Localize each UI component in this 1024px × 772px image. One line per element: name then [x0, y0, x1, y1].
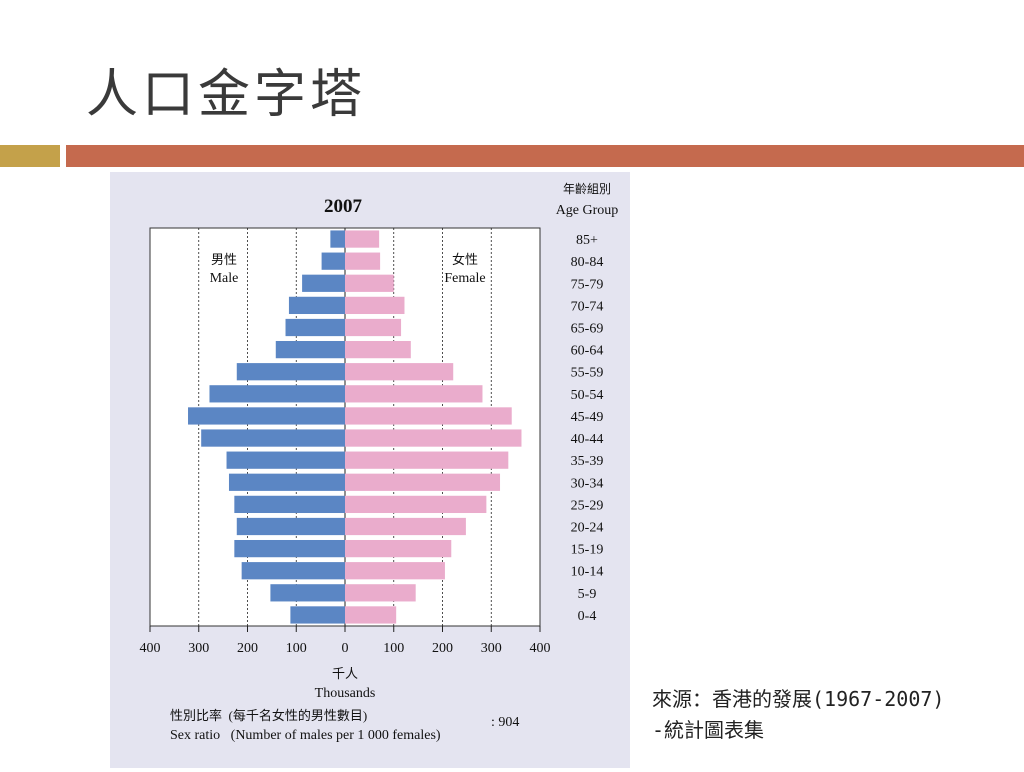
- x-tick-label: 400: [140, 641, 161, 656]
- age-label-10-14: 10-14: [571, 565, 604, 580]
- age-group-label-zh: 年齡組別: [563, 182, 611, 196]
- bars: [188, 230, 522, 624]
- bar-male-65-69: [285, 318, 345, 337]
- bar-female-65-69: [345, 318, 402, 337]
- x-tick-label: 200: [237, 641, 258, 656]
- bar-male-85+: [330, 230, 345, 248]
- chart-panel: 2007 年齡組別 Age Group 85+ 80-84 75-79 70-74 65…: [110, 172, 630, 768]
- bar-male-60-64: [275, 340, 345, 359]
- age-label-80-84: 80-84: [571, 255, 604, 270]
- bar-female-75-79: [345, 274, 394, 292]
- bar-male-25-29: [234, 495, 345, 514]
- bar-female-80-84: [345, 252, 381, 270]
- x-tick-label: 200: [432, 641, 453, 656]
- bar-female-15-19: [345, 539, 452, 558]
- age-label-55-59: 55-59: [571, 366, 604, 381]
- age-label-15-19: 15-19: [571, 543, 604, 558]
- age-label-85+: 85+: [576, 233, 598, 248]
- bar-male-40-44: [201, 429, 345, 447]
- bar-male-50-54: [209, 385, 345, 403]
- age-label-50-54: 50-54: [571, 388, 604, 403]
- bar-male-0-4: [290, 606, 345, 624]
- bar-male-30-34: [228, 473, 345, 491]
- x-tick-label: 300: [481, 641, 502, 656]
- title-accent-bar-left: [0, 145, 60, 167]
- bar-female-25-29: [345, 495, 487, 514]
- x-tick-label: 300: [188, 641, 209, 656]
- bar-female-45-49: [345, 407, 512, 425]
- bar-male-55-59: [236, 363, 345, 381]
- x-axis-label-zh: 千人: [332, 666, 358, 681]
- age-group-label-en: Age Group: [556, 203, 619, 218]
- x-tick-label: 100: [286, 641, 307, 656]
- age-label-0-4: 0-4: [578, 609, 597, 624]
- legend-male-zh: 男性: [211, 252, 237, 267]
- bar-male-75-79: [302, 274, 345, 292]
- bar-female-10-14: [345, 562, 445, 580]
- gridlines: [198, 228, 492, 626]
- age-label-45-49: 45-49: [571, 410, 604, 425]
- x-tick-label: 400: [530, 641, 551, 656]
- sex-ratio-label-zh: 性別比率 (每千名女性的男性數目): [170, 708, 367, 723]
- age-label-40-44: 40-44: [571, 432, 604, 447]
- bar-female-85+: [345, 230, 380, 248]
- age-label-30-34: 30-34: [571, 476, 604, 491]
- bar-female-20-24: [345, 517, 466, 536]
- population-pyramid-chart: 2007 年齡組別 Age Group 85+ 80-84 75-79 70-74 65…: [140, 182, 619, 743]
- age-label-75-79: 75-79: [571, 277, 604, 292]
- bar-male-35-39: [226, 451, 345, 469]
- bar-female-70-74: [345, 296, 405, 315]
- bar-male-5-9: [270, 584, 345, 602]
- bar-female-30-34: [345, 473, 501, 491]
- age-label-65-69: 65-69: [571, 322, 604, 337]
- bar-male-70-74: [288, 296, 345, 315]
- bar-male-45-49: [188, 407, 345, 425]
- title-accent-bar-right: [66, 145, 1024, 167]
- age-label-25-29: 25-29: [571, 498, 604, 513]
- legend-male-en: Male: [210, 271, 239, 286]
- age-label-35-39: 35-39: [571, 454, 604, 469]
- bar-female-50-54: [345, 385, 483, 403]
- bar-female-35-39: [345, 451, 509, 469]
- legend-female-en: Female: [444, 271, 485, 286]
- x-axis-label-en: Thousands: [315, 686, 376, 701]
- bar-male-80-84: [321, 252, 345, 270]
- source-line-2: -統計圖表集: [652, 718, 765, 742]
- age-label-20-24: 20-24: [571, 521, 604, 536]
- legend-female-zh: 女性: [452, 252, 478, 267]
- age-label-5-9: 5-9: [578, 587, 597, 602]
- source-line-1: 來源：香港的發展(1967-2007): [652, 687, 945, 711]
- x-tick-label: 0: [342, 641, 349, 656]
- bar-female-5-9: [345, 584, 416, 602]
- slide-title: 人口金字塔: [86, 65, 367, 125]
- x-axis-ticks: 400 300 200 100 0 100 200 300 400: [140, 626, 551, 656]
- age-label-60-64: 60-64: [571, 344, 604, 359]
- age-category-labels: 85+ 80-84 75-79 70-74 65-69 60-64 55-59 50-54 45…: [571, 233, 604, 624]
- bar-female-40-44: [345, 429, 522, 447]
- source-citation: 來源：香港的發展(1967-2007) -統計圖表集: [652, 684, 944, 746]
- age-label-70-74: 70-74: [571, 299, 604, 314]
- chart-title: 2007: [324, 196, 363, 217]
- bar-female-60-64: [345, 340, 411, 359]
- bar-female-55-59: [345, 363, 454, 381]
- bar-male-15-19: [234, 539, 345, 558]
- bar-male-20-24: [236, 517, 345, 536]
- sex-ratio-label-en: Sex ratio (Number of males per 1 000 fem…: [170, 728, 441, 743]
- x-tick-label: 100: [383, 641, 404, 656]
- bar-male-10-14: [241, 562, 345, 580]
- sex-ratio-value: : 904: [491, 715, 519, 730]
- bar-female-0-4: [345, 606, 397, 624]
